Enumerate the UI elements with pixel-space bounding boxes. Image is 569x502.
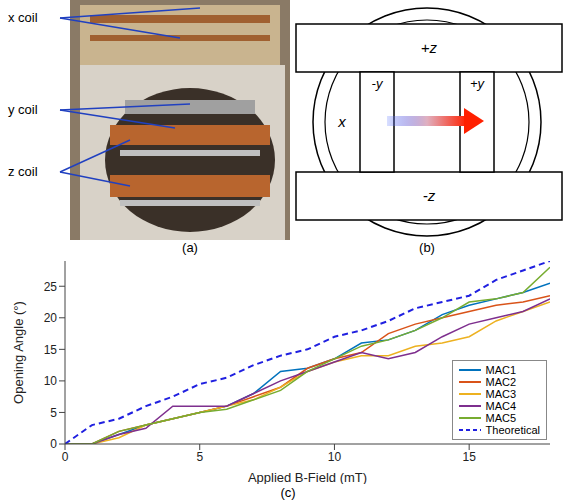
html-text:MAC4: MAC4	[485, 400, 517, 412]
svg-text:25: 25	[44, 280, 58, 294]
svg-text:5: 5	[196, 450, 203, 464]
svg-text:20: 20	[44, 311, 58, 325]
svg-text:+y: +y	[470, 76, 486, 91]
svg-text:10: 10	[44, 374, 58, 388]
html-text:(b): (b)	[419, 240, 435, 255]
svg-text:0: 0	[62, 450, 69, 464]
svg-text:z coil: z coil	[8, 164, 38, 179]
svg-text:15: 15	[462, 450, 476, 464]
svg-text:x: x	[337, 113, 346, 130]
svg-text:-y: -y	[372, 76, 384, 91]
svg-text:Opening Angle (°): Opening Angle (°)	[11, 301, 26, 404]
html-text:(c): (c)	[280, 485, 296, 500]
html-text:MAC2: MAC2	[485, 376, 517, 388]
html-text:Theoretical: Theoretical	[485, 424, 540, 436]
svg-text:5: 5	[50, 406, 57, 420]
svg-text:x coil: x coil	[8, 10, 38, 25]
html-text:MAC5: MAC5	[485, 412, 517, 424]
svg-text:15: 15	[44, 343, 58, 357]
html-text:MAC3: MAC3	[485, 388, 517, 400]
html-text:(a): (a)	[182, 240, 198, 255]
html-text:MAC1: MAC1	[485, 364, 517, 376]
svg-text:+z: +z	[421, 39, 438, 56]
svg-text:Applied B-Field (mT): Applied B-Field (mT)	[248, 470, 367, 484]
svg-text:y coil: y coil	[8, 102, 38, 117]
svg-text:10: 10	[328, 450, 342, 464]
svg-text:0: 0	[50, 437, 57, 451]
svg-text:-z: -z	[423, 187, 436, 204]
